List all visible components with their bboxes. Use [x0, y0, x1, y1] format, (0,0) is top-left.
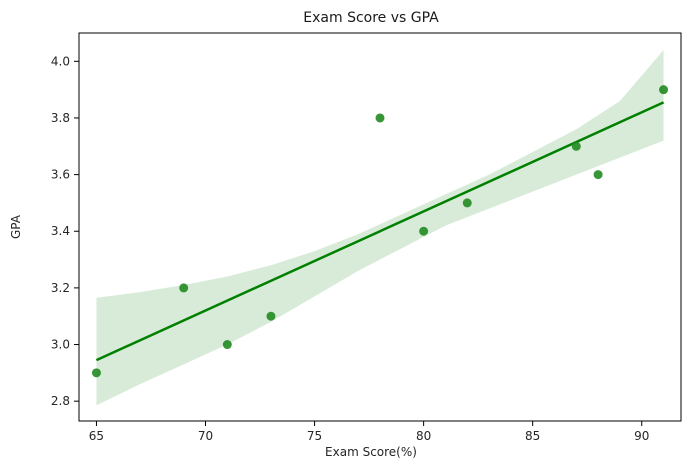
data-point: [659, 85, 669, 95]
x-tick-label: 90: [634, 429, 649, 443]
chart-title: Exam Score vs GPA: [303, 10, 439, 26]
y-axis-label: GPA: [9, 214, 23, 239]
data-point: [419, 226, 429, 236]
y-tick-label: 4.0: [51, 54, 70, 68]
data-point: [375, 113, 385, 123]
x-axis-label: Exam Score(%): [325, 445, 417, 459]
y-tick-label: 2.8: [51, 394, 70, 408]
y-tick-label: 3.6: [51, 168, 70, 182]
y-tick-label: 3.0: [51, 338, 70, 352]
x-tick-label: 65: [89, 429, 104, 443]
regression-line: [95, 101, 665, 362]
x-tick-label: 70: [198, 429, 213, 443]
x-tick-label: 75: [307, 429, 322, 443]
data-point: [266, 311, 276, 321]
plot-area: 65 70 75 80 85 90 2.8 3.0 3.2 3.4 3.6 3.8 4.0: [51, 32, 682, 443]
y-tick-label: 3.2: [51, 281, 70, 295]
x-tick-label: 85: [525, 429, 540, 443]
confidence-band: [96, 49, 664, 406]
data-point: [91, 368, 101, 378]
x-tick-label: 80: [416, 429, 431, 443]
y-tick-label: 3.8: [51, 111, 70, 125]
plot-frame: [78, 32, 682, 422]
y-tick-label: 3.4: [51, 224, 70, 238]
data-point: [179, 283, 189, 293]
data-point: [571, 141, 581, 151]
data-point: [462, 198, 472, 208]
data-point: [593, 170, 603, 180]
data-point: [222, 340, 232, 350]
